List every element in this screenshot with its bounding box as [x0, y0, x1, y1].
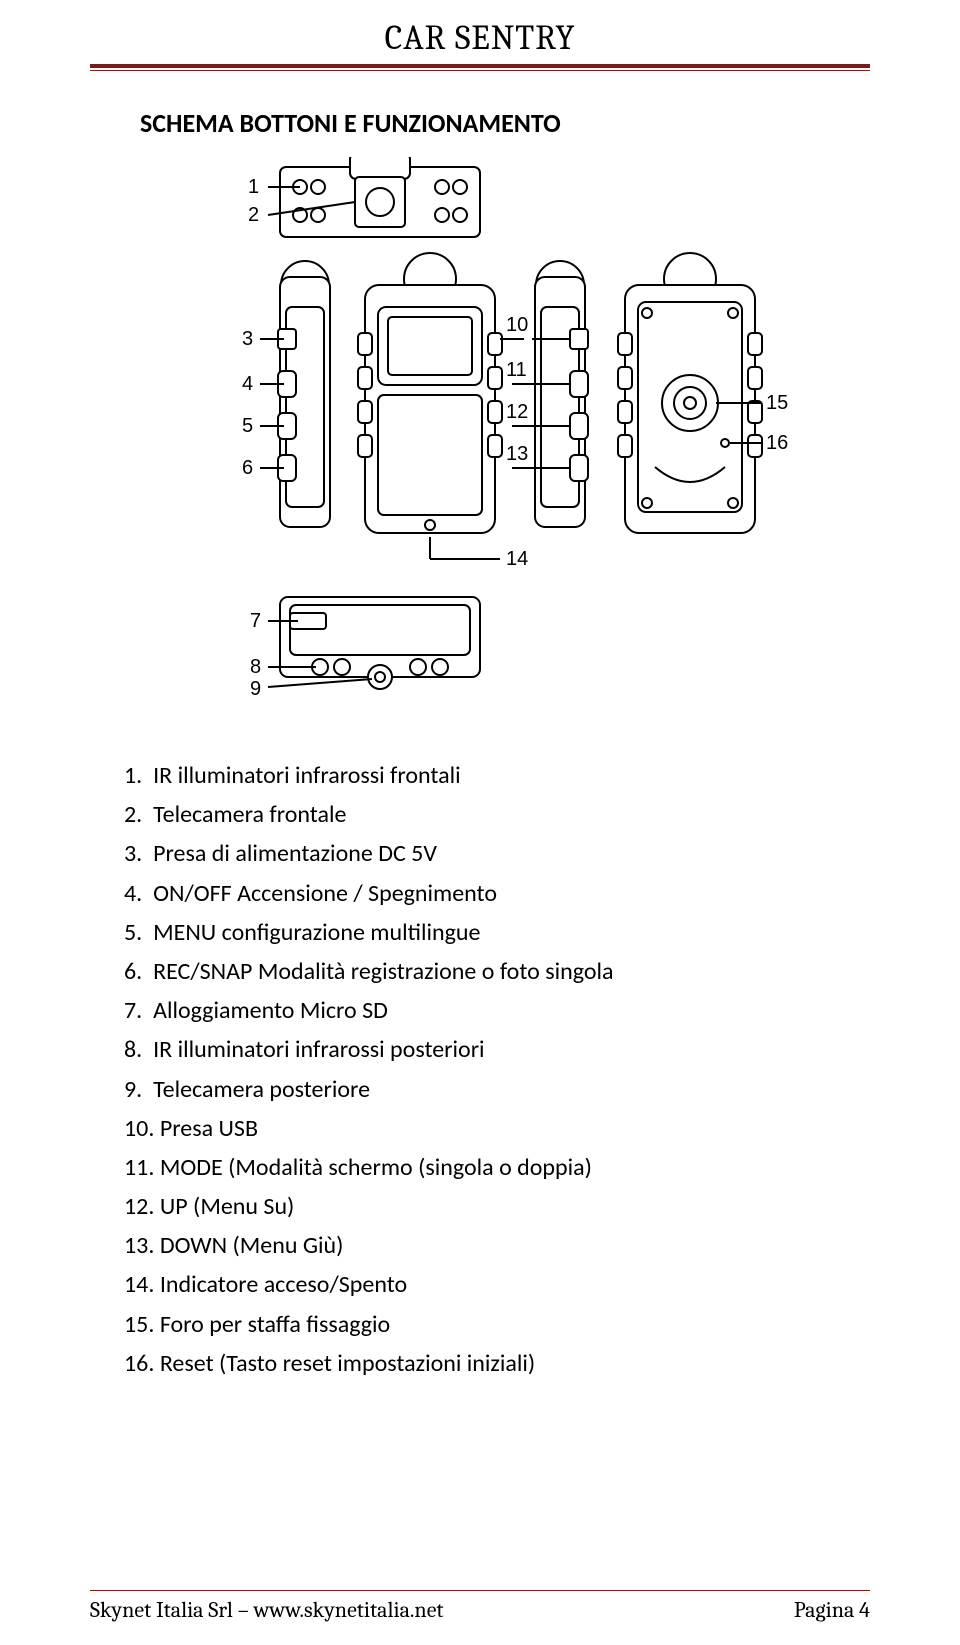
callout-6: 6 [242, 457, 253, 479]
legend-item: 8. IR illuminatori infrarossi posteriori [124, 1031, 870, 1068]
callout-15: 15 [766, 392, 788, 414]
legend-item: 1. IR illuminatori infrarossi frontali [124, 757, 870, 794]
legend-list: 1. IR illuminatori infrarossi frontali 2… [124, 757, 870, 1382]
footer-right: Pagina 4 [794, 1597, 870, 1623]
back-view: 15 16 [618, 253, 788, 533]
page-header-title: CAR SENTRY [90, 0, 870, 58]
footer-rule [90, 1590, 870, 1591]
callout-10: 10 [506, 314, 528, 336]
callout-5: 5 [242, 415, 253, 437]
legend-item: 2. Telecamera frontale [124, 796, 870, 833]
legend-item: 11. MODE (Modalità schermo (singola o do… [124, 1149, 870, 1186]
callout-8: 8 [250, 656, 261, 678]
legend-item: 15. Foro per staffa fissaggio [124, 1306, 870, 1343]
legend-item: 12. UP (Menu Su) [124, 1188, 870, 1225]
legend-item: 4. ON/OFF Accensione / Spegnimento [124, 875, 870, 912]
legend-item: 16. Reset (Tasto reset impostazioni iniz… [124, 1345, 870, 1382]
callout-11: 11 [506, 359, 527, 381]
callout-2: 2 [248, 204, 259, 226]
legend-item: 14. Indicatore acceso/Spento [124, 1266, 870, 1303]
legend-item: 3. Presa di alimentazione DC 5V [124, 835, 870, 872]
callout-9: 9 [250, 678, 261, 700]
callout-13: 13 [506, 443, 528, 465]
left-side-view: 3 4 5 6 [242, 261, 330, 527]
callout-16: 16 [766, 432, 788, 454]
legend-item: 13. DOWN (Menu Giù) [124, 1227, 870, 1264]
top-view: 1 2 [248, 157, 480, 237]
front-view: 14 [358, 253, 528, 570]
legend-item: 5. MENU configurazione multilingue [124, 914, 870, 951]
header-rule [90, 64, 870, 71]
legend-item: 10. Presa USB [124, 1110, 870, 1147]
bottom-view: 7 8 9 [250, 597, 480, 700]
callout-12: 12 [506, 401, 528, 423]
callout-7: 7 [250, 610, 261, 632]
callout-14: 14 [506, 548, 528, 570]
right-side-view: 10 11 12 13 [500, 261, 588, 527]
diagram-svg: .ln { stroke:#000; stroke-width:2; fill:… [160, 157, 800, 717]
legend-item: 9. Telecamera posteriore [124, 1071, 870, 1108]
legend-item: 6. REC/SNAP Modalità registrazione o fot… [124, 953, 870, 990]
callout-4: 4 [242, 373, 253, 395]
legend-item: 7. Alloggiamento Micro SD [124, 992, 870, 1029]
callout-1: 1 [248, 176, 259, 198]
callout-3: 3 [242, 328, 253, 350]
section-title: SCHEMA BOTTONI E FUNZIONAMENTO [140, 107, 870, 139]
footer-left: Skynet Italia Srl – www.skynetitalia.net [90, 1597, 444, 1623]
device-diagram: .ln { stroke:#000; stroke-width:2; fill:… [160, 157, 800, 717]
page-footer: Skynet Italia Srl – www.skynetitalia.net… [90, 1590, 870, 1623]
